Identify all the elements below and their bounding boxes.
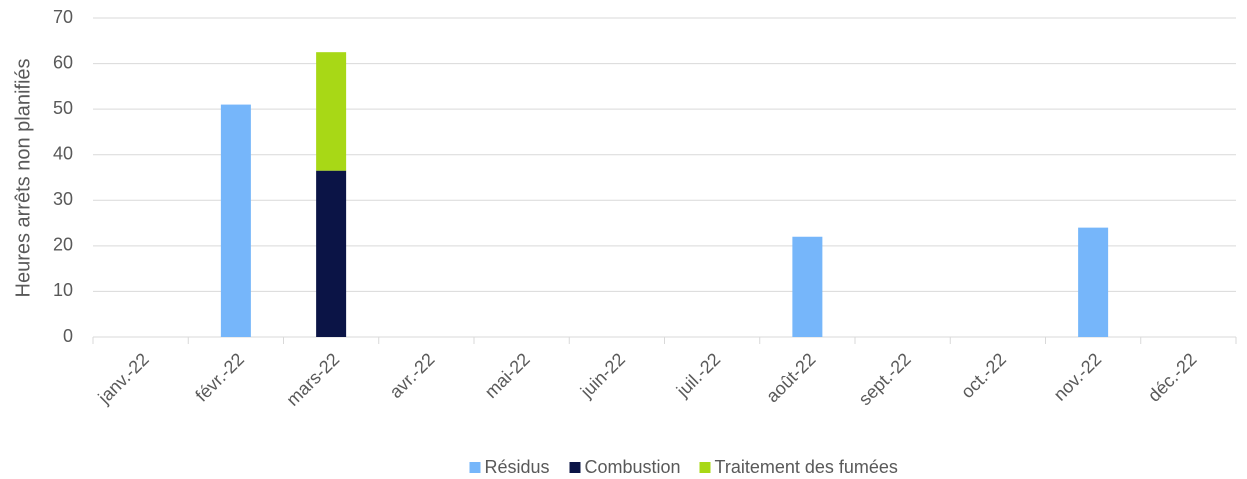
bar-segment <box>1078 227 1109 337</box>
x-tick-label: juil.-22 <box>672 349 724 401</box>
legend-swatch <box>469 462 481 473</box>
x-tick-label: sept.-22 <box>855 349 915 409</box>
bar-segment <box>792 236 823 337</box>
y-tick-label: 20 <box>53 235 73 255</box>
x-tick-label: avr.-22 <box>386 349 439 402</box>
x-tick-label: mai-22 <box>481 349 534 402</box>
y-tick-label: 10 <box>53 280 73 300</box>
x-tick-label: août-22 <box>762 349 819 406</box>
bar-segment <box>316 170 347 337</box>
legend-label: Combustion <box>585 457 681 477</box>
y-tick-label: 0 <box>63 326 73 346</box>
x-tick-label: juin-22 <box>576 349 629 402</box>
legend-label: Résidus <box>485 457 550 477</box>
x-tick-label: janv.-22 <box>94 349 153 408</box>
legend-swatch <box>569 462 581 473</box>
legend-swatch <box>699 462 711 473</box>
y-tick-label: 40 <box>53 143 73 163</box>
legend-label: Traitement des fumées <box>715 457 898 477</box>
y-tick-label: 60 <box>53 52 73 72</box>
x-tick-label: févr.-22 <box>191 349 248 406</box>
x-tick-label: oct.-22 <box>957 349 1010 402</box>
y-tick-label: 50 <box>53 98 73 118</box>
bar-segment <box>316 52 347 171</box>
x-tick-label: déc.-22 <box>1144 349 1201 406</box>
x-tick-label: mars-22 <box>282 349 343 410</box>
y-axis-title: Heures arrêts non planifiés <box>12 58 34 297</box>
x-tick-label: nov.-22 <box>1050 349 1106 405</box>
y-tick-label: 70 <box>53 7 73 27</box>
y-tick-label: 30 <box>53 189 73 209</box>
bar-segment <box>220 104 251 337</box>
